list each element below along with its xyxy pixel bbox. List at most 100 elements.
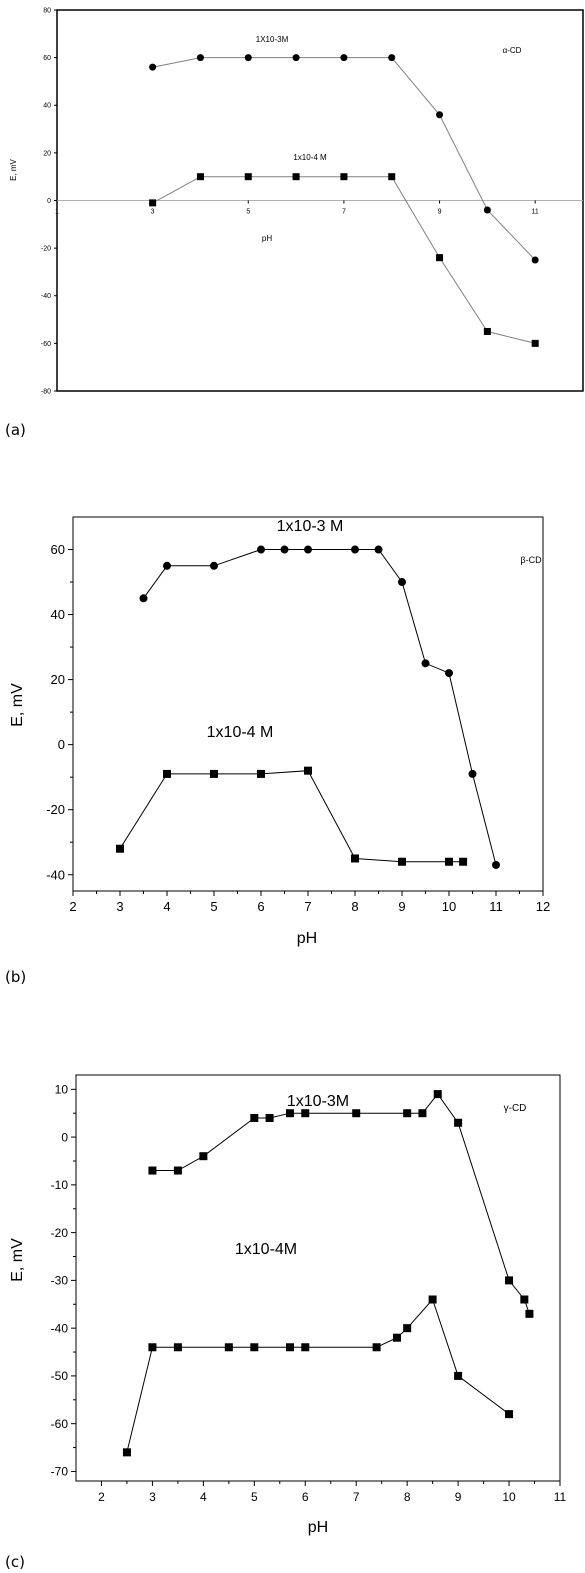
x-tick-label: 12 xyxy=(536,899,550,914)
data-point xyxy=(403,1324,412,1333)
y-tick-label: 0 xyxy=(47,198,51,205)
data-point xyxy=(436,254,444,262)
series-label: 1x10-4M xyxy=(235,1241,297,1258)
y-tick-label: 60 xyxy=(51,542,65,557)
data-point xyxy=(340,173,348,181)
data-point xyxy=(351,545,359,554)
data-point xyxy=(372,1343,381,1352)
data-point xyxy=(505,1410,514,1419)
data-point xyxy=(149,199,157,207)
series-line xyxy=(119,770,464,863)
chart-annotation: γ-CD xyxy=(504,1103,527,1114)
data-point xyxy=(445,857,453,866)
data-point xyxy=(301,1109,310,1118)
data-point xyxy=(398,578,406,587)
data-point xyxy=(459,857,468,866)
x-tick-label: 11 xyxy=(532,209,539,216)
data-point xyxy=(139,594,148,603)
y-axis-label: E, mV xyxy=(9,158,18,180)
data-point xyxy=(244,54,252,62)
data-point xyxy=(428,1295,437,1304)
y-tick-label: -70 xyxy=(51,1465,69,1479)
y-tick-label: 20 xyxy=(51,672,65,687)
data-point xyxy=(285,1343,294,1352)
chart-annotation: α-CD xyxy=(503,46,522,55)
data-point xyxy=(468,769,477,778)
series-label: 1x10-3 M xyxy=(277,518,344,535)
data-point xyxy=(445,669,453,678)
series-line xyxy=(126,1298,510,1453)
x-tick-label: 11 xyxy=(489,899,503,914)
data-point xyxy=(505,1276,514,1285)
chart-annotation: β-CD xyxy=(520,555,542,565)
x-tick-label: 2 xyxy=(98,1490,105,1504)
plot-frame xyxy=(72,516,544,892)
x-tick-label: 3 xyxy=(116,899,123,914)
panel-label-a: (a) xyxy=(5,421,26,439)
chart-panel-c: -70 -60 -50 -40 -30 -20 -10 0 10 2 3 4 5 6 7 8 9 10 11 pH E,… xyxy=(9,1074,567,1536)
y-tick-label: -20 xyxy=(46,802,65,817)
data-point xyxy=(257,769,265,778)
y-tick-label: -20 xyxy=(41,246,51,253)
data-point xyxy=(531,339,539,347)
x-tick-label: 6 xyxy=(257,899,264,914)
data-point xyxy=(173,1343,182,1352)
data-point xyxy=(224,1343,233,1352)
y-tick-label: -40 xyxy=(41,293,51,300)
x-tick-label: 8 xyxy=(351,899,358,914)
y-axis-label: E, mV xyxy=(9,683,26,727)
data-point xyxy=(250,1343,259,1352)
data-point xyxy=(483,206,491,214)
y-tick-label: 0 xyxy=(58,737,65,752)
data-point xyxy=(351,854,359,863)
y-tick-label: 20 xyxy=(43,150,51,157)
panel-label-b: (b) xyxy=(5,968,27,986)
y-tick-label: -40 xyxy=(46,867,65,882)
data-point xyxy=(433,1090,442,1099)
data-point xyxy=(403,1109,412,1118)
data-point xyxy=(292,54,300,62)
x-tick-label: 5 xyxy=(246,209,250,216)
series-line xyxy=(152,57,536,261)
data-point xyxy=(196,54,204,62)
x-tick-label: 10 xyxy=(502,1490,516,1504)
x-axis-label: pH xyxy=(308,1519,328,1536)
x-tick-label: 10 xyxy=(442,899,456,914)
data-point xyxy=(265,1113,274,1122)
data-point xyxy=(340,54,348,62)
data-point xyxy=(148,1166,157,1175)
series-label: 1x10-4 M xyxy=(207,724,274,741)
plot-frame xyxy=(75,1074,561,1482)
data-point xyxy=(392,1333,401,1342)
data-point xyxy=(210,561,218,570)
x-tick-label: 8 xyxy=(404,1490,411,1504)
y-axis-label: E, mV xyxy=(9,1238,26,1282)
y-tick-label: -60 xyxy=(41,341,51,348)
x-tick-label: 5 xyxy=(251,1490,258,1504)
y-tick-label: -30 xyxy=(51,1274,69,1288)
data-point xyxy=(199,1152,208,1161)
data-point xyxy=(285,1109,294,1118)
y-tick-label: -60 xyxy=(51,1417,69,1431)
data-point xyxy=(148,1343,157,1352)
x-tick-label: 9 xyxy=(455,1490,462,1504)
x-tick-label: 6 xyxy=(302,1490,309,1504)
y-tick-label: 60 xyxy=(43,55,51,62)
data-point xyxy=(244,173,252,181)
data-point xyxy=(454,1118,463,1127)
x-tick-label: 4 xyxy=(163,899,170,914)
chart-panel-b: -40 -20 0 20 40 60 2 3 4 5 6 7 8 9 10 11 12 pH E, mV β-CD 1x… xyxy=(9,516,550,947)
data-point xyxy=(388,54,396,62)
y-tick-label: -80 xyxy=(41,388,51,395)
y-tick-label: 80 xyxy=(43,7,51,14)
data-point xyxy=(352,1109,361,1118)
data-point xyxy=(531,256,539,264)
data-point xyxy=(116,844,124,853)
x-tick-label: 4 xyxy=(200,1490,207,1504)
data-point xyxy=(163,561,171,570)
x-tick-label: 2 xyxy=(69,899,76,914)
data-point xyxy=(163,769,171,778)
data-point xyxy=(292,173,300,181)
y-tick-label: 10 xyxy=(55,1083,69,1097)
data-point xyxy=(280,545,289,554)
